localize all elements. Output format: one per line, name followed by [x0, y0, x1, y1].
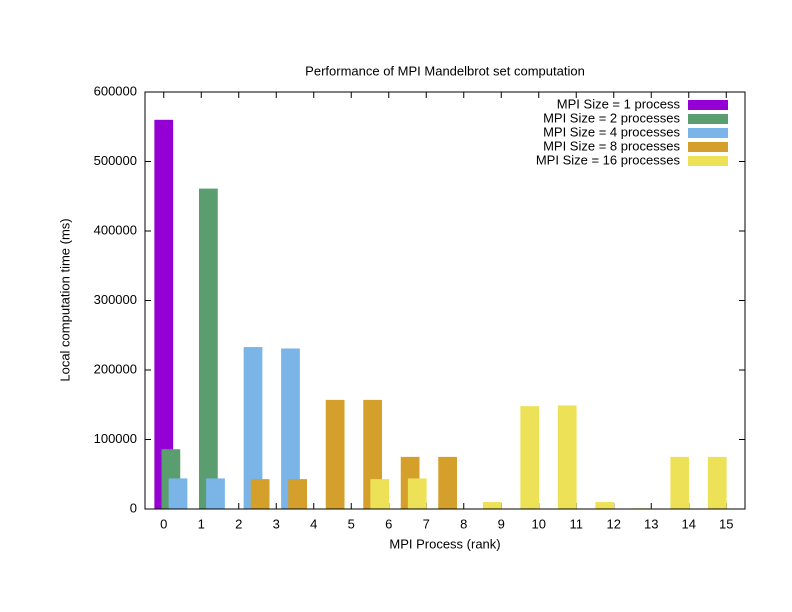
plot-frame — [144, 91, 746, 510]
legend-swatch — [688, 156, 728, 166]
bar — [438, 456, 457, 509]
bar — [520, 406, 540, 509]
y-tick-label: 200000 — [94, 361, 137, 376]
legend-label: MPI Size = 2 processes — [543, 110, 680, 125]
y-tick-label: 400000 — [94, 222, 137, 237]
x-tick-label: 11 — [570, 516, 584, 531]
y-tick-label: 600000 — [94, 83, 137, 98]
chart-title: Performance of MPI Mandelbrot set comput… — [305, 63, 585, 78]
bar — [325, 399, 345, 509]
x-axis-label: MPI Process (rank) — [389, 536, 500, 551]
legend-label: MPI Size = 1 process — [557, 96, 681, 111]
bar — [370, 479, 390, 509]
bar — [670, 456, 690, 509]
x-tick-label: 9 — [498, 516, 505, 531]
legend-label: MPI Size = 16 processes — [536, 152, 681, 167]
x-tick-label: 5 — [348, 516, 355, 531]
bar — [206, 478, 225, 509]
x-tick-label: 2 — [235, 516, 242, 531]
bar — [288, 479, 307, 509]
bar — [407, 478, 427, 509]
bar — [595, 502, 615, 509]
x-tick-label: 4 — [310, 516, 317, 531]
x-tick-label: 14 — [682, 516, 696, 531]
x-tick-label: 12 — [607, 516, 621, 531]
bar — [168, 478, 188, 509]
x-tick-label: 8 — [460, 516, 467, 531]
legend-swatch — [688, 142, 728, 152]
y-tick-label: 100000 — [94, 431, 137, 446]
bar — [250, 479, 270, 509]
x-tick-label: 6 — [385, 516, 392, 531]
x-tick-label: 0 — [160, 516, 167, 531]
x-tick-label: 13 — [644, 516, 658, 531]
x-tick-label: 3 — [273, 516, 280, 531]
bar — [199, 188, 218, 510]
y-tick-label: 300000 — [94, 292, 137, 307]
x-tick-label: 7 — [423, 516, 430, 531]
x-tick-label: 1 — [198, 516, 205, 531]
legend-swatch — [688, 128, 728, 138]
legend-swatch — [688, 100, 728, 110]
bar — [281, 348, 300, 509]
bar — [707, 456, 727, 509]
y-axis-label: Local computation time (ms) — [57, 218, 72, 381]
x-tick-label: 10 — [532, 516, 546, 531]
y-tick-label: 500000 — [94, 153, 137, 168]
bar — [557, 405, 577, 509]
bar — [482, 502, 502, 509]
bar — [154, 119, 174, 510]
x-tick-label: 15 — [719, 516, 733, 531]
bar — [243, 347, 263, 509]
legend-label: MPI Size = 8 processes — [543, 138, 680, 153]
y-tick-label: 0 — [130, 500, 137, 515]
legend-label: MPI Size = 4 processes — [543, 124, 680, 139]
legend-swatch — [688, 114, 728, 124]
